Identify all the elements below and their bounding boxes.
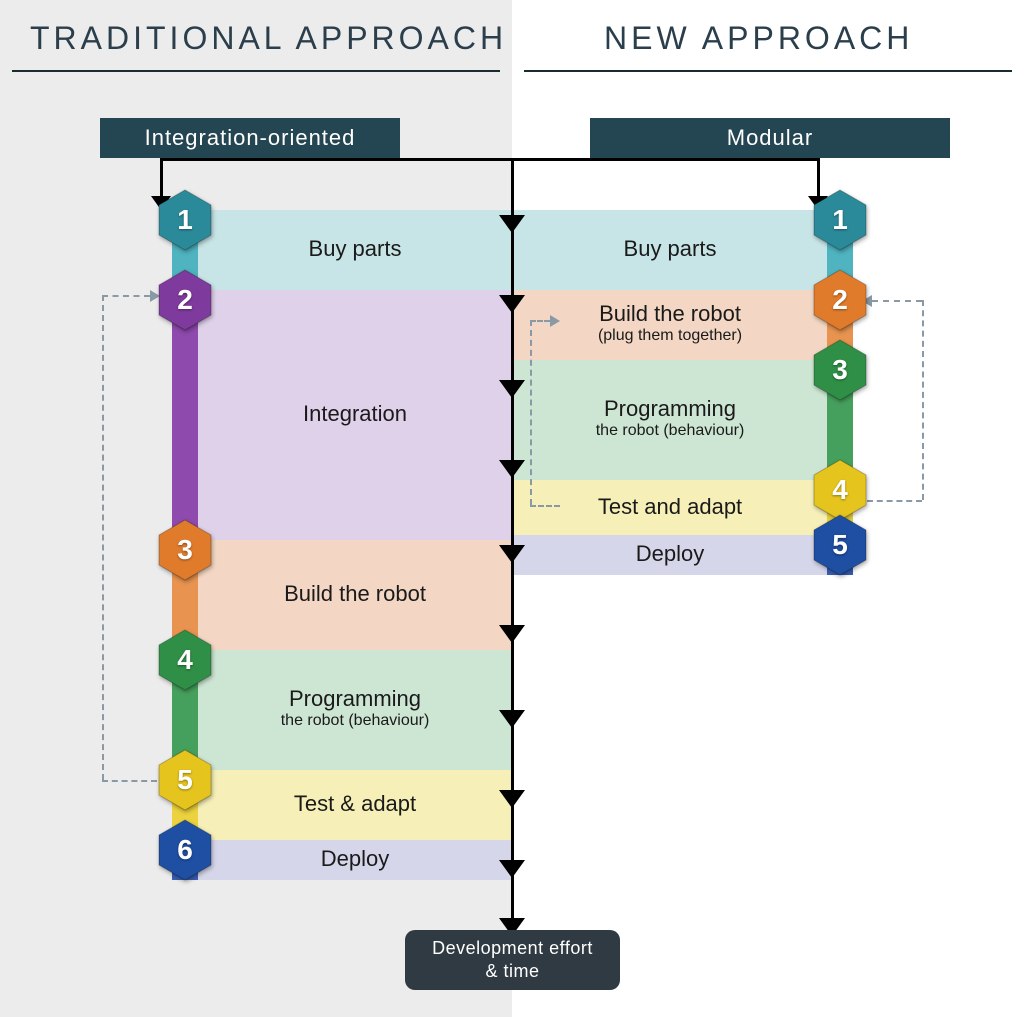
center-chevron [499,545,525,563]
feedback-arrowhead [550,315,560,327]
step-label: Build the robot [210,581,500,607]
step-hexagon: 1 [157,188,213,252]
step-label: Buy parts [530,236,810,262]
feedback-dashed [102,780,157,782]
center-chevron [499,380,525,398]
divider-left [12,70,500,72]
subheader-modular: Modular [590,118,950,158]
step-label: Test & adapt [210,791,500,817]
center-chevron [499,790,525,808]
footer-label: Development effort& time [405,930,620,990]
connector-horizontal [160,158,820,161]
step-hexagon: 5 [812,513,868,577]
step-hexagon: 5 [157,748,213,812]
step-label: Build the robot(plug them together) [530,301,810,345]
step-label: Deploy [210,846,500,872]
step-label: Programmingthe robot (behaviour) [530,396,810,440]
feedback-dashed [922,300,924,500]
subheader-integration: Integration-oriented [100,118,400,158]
center-chevron [499,215,525,233]
feedback-dashed [102,295,104,780]
step-label: Buy parts [210,236,500,262]
step-label: Deploy [530,541,810,567]
heading-traditional: TRADITIONAL APPROACH [30,20,507,57]
center-chevron [499,710,525,728]
step-hexagon: 3 [157,518,213,582]
step-label: Integration [210,401,500,427]
center-chevron [499,860,525,878]
feedback-dashed [867,500,922,502]
center-chevron [499,625,525,643]
divider-right [524,70,1012,72]
step-hexagon: 2 [812,268,868,332]
center-chevron [499,460,525,478]
center-chevron [499,295,525,313]
step-hexagon: 6 [157,818,213,882]
feedback-dashed [872,300,922,302]
heading-new: NEW APPROACH [604,20,913,57]
step-label: Programmingthe robot (behaviour) [210,686,500,730]
step-label: Test and adapt [530,494,810,520]
step-hexagon: 4 [157,628,213,692]
center-axis [511,158,514,928]
step-hexagon: 1 [812,188,868,252]
step-hexagon: 3 [812,338,868,402]
feedback-dashed [102,295,150,297]
step-hexagon: 2 [157,268,213,332]
